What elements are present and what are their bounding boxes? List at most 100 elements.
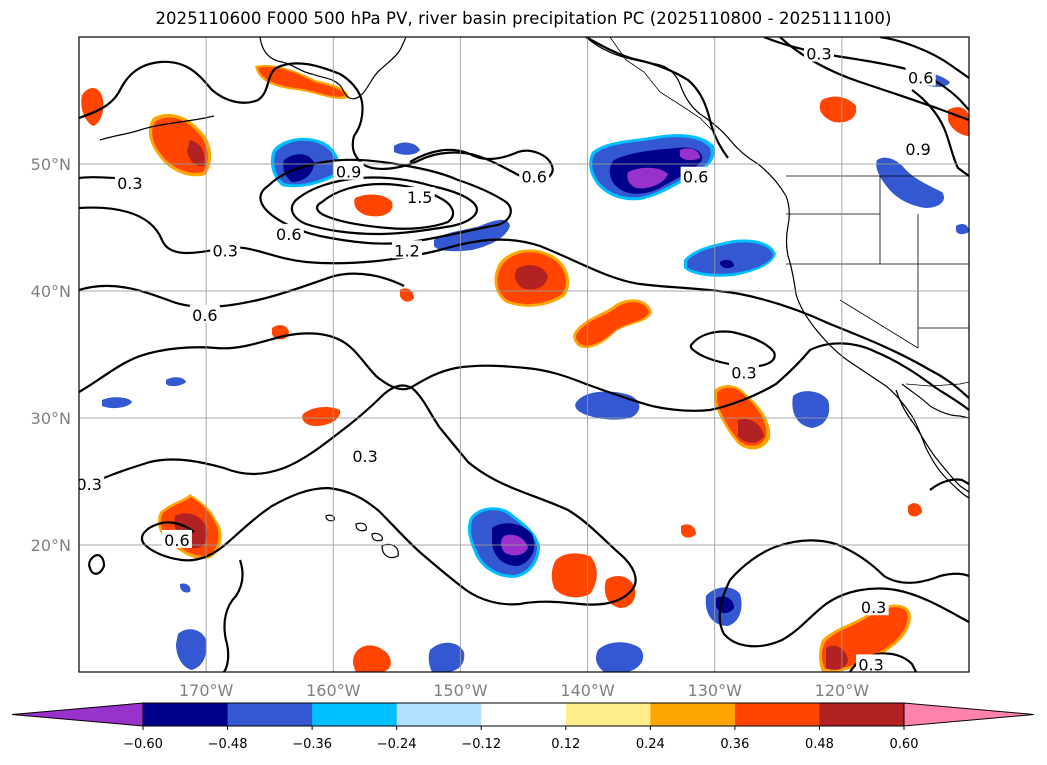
positive-precip-blob <box>604 576 636 608</box>
political-borders <box>609 37 969 387</box>
contour-label: 0.9 <box>336 163 361 182</box>
colorbar-segment <box>650 703 736 726</box>
border-us-states <box>786 176 969 349</box>
negative-precip-blob <box>792 391 830 428</box>
contour-label-bg <box>856 654 887 672</box>
positive-precip-blob <box>714 385 771 450</box>
contour-label: 0.3 <box>806 45 831 64</box>
contour-label: 0.6 <box>276 225 301 244</box>
colorbar-tick-label: −0.24 <box>377 737 417 752</box>
contour-label: 0.6 <box>908 69 933 88</box>
colorbar-segment <box>565 703 651 726</box>
contour-label-bg <box>161 529 192 548</box>
negative-precip-blob <box>428 642 465 672</box>
lon-tick-label: 170°W <box>179 681 234 700</box>
coastline-gulf-of-alaska <box>585 37 787 197</box>
map-title: 2025110600 F000 500 hPa PV, river basin … <box>155 9 892 28</box>
positive-precip-blob <box>819 96 857 123</box>
colorbar-segment <box>481 703 567 726</box>
colorbar-tick-label: −0.36 <box>292 737 332 752</box>
contour-label-bg <box>803 43 834 62</box>
contour-label: 0.3 <box>861 598 886 617</box>
pv-contour-line <box>718 579 969 648</box>
coastlines <box>99 37 969 559</box>
pv-contour-line <box>929 478 969 491</box>
contour-label: 0.3 <box>76 475 101 494</box>
axis-labels: 170°W 160°W 150°W 140°W 130°W 120°W 20°N 30°N 40… <box>31 155 870 700</box>
pv-contour-line <box>763 37 969 111</box>
contour-label-bg <box>350 446 381 465</box>
pv-contour-line <box>79 332 969 412</box>
contour-label-bg <box>273 223 304 242</box>
positive-precip-blob <box>681 524 696 538</box>
lon-tick-label: 140°W <box>560 681 615 700</box>
contour-label-bg <box>905 67 936 86</box>
positive-precip-blob <box>354 194 393 217</box>
contour-label: 0.3 <box>117 174 142 193</box>
contour-label: 0.6 <box>521 168 546 187</box>
pv-contour-line <box>729 539 969 584</box>
coastline-hawaii <box>325 514 335 522</box>
contour-label-bg <box>858 597 889 616</box>
coastline-hawaii <box>371 532 383 542</box>
colorbar-segment <box>227 703 313 726</box>
positive-precip-blob <box>255 64 349 99</box>
positive-precip-blob <box>551 553 597 598</box>
contour-label: 1.2 <box>394 241 419 260</box>
contour-label-bg <box>404 187 435 206</box>
negative-precip-blob <box>876 157 945 208</box>
pv-contour-line <box>689 330 776 368</box>
contour-label-bg <box>210 240 241 259</box>
negative-precip-blob <box>102 397 132 409</box>
contour-label: 0.6 <box>164 531 189 550</box>
positive-precip-blob <box>302 406 341 426</box>
lon-tick-label: 160°W <box>306 681 361 700</box>
contour-label-bg <box>680 166 711 185</box>
colorbar-tick-label: 0.12 <box>551 737 580 752</box>
contour-label-bg <box>728 362 759 381</box>
contour-label: 0.6 <box>192 306 217 325</box>
colorbar-segment <box>734 703 820 726</box>
positive-precip-blob <box>148 113 212 177</box>
coastline-baja <box>895 389 969 493</box>
contour-label: 0.3 <box>352 447 377 466</box>
colorbar-tick-label: 0.36 <box>720 737 749 752</box>
negative-precip-blob <box>467 507 540 578</box>
coastline-west-coast <box>785 195 969 499</box>
pv-contour-line <box>88 554 106 575</box>
pv-contour-line <box>79 206 969 399</box>
contour-label-bg <box>903 138 934 157</box>
contour-label: 0.3 <box>212 241 237 260</box>
positive-precip-blob <box>400 288 414 302</box>
map-plot-area <box>79 37 969 672</box>
colorbar-tick-label: 0.24 <box>636 737 665 752</box>
contour-label-bg <box>333 161 364 180</box>
pv-contour-line <box>879 37 969 79</box>
pv-contour-line <box>79 176 121 180</box>
negative-precip-blob <box>394 142 420 155</box>
lat-tick-label: 20°N <box>31 536 71 555</box>
negative-precip-blob <box>176 629 207 670</box>
colorbar-extend-max <box>903 702 1035 727</box>
border-alaska-canada <box>609 37 715 133</box>
positive-precip-blob <box>353 645 391 672</box>
border-us-mexico <box>905 381 969 387</box>
negative-precip-blob <box>270 137 340 188</box>
pv-contour-line <box>316 182 455 230</box>
coastline-hawaii <box>355 522 367 532</box>
lat-tick-label: 40°N <box>31 282 71 301</box>
colorbar-frame <box>142 702 905 727</box>
positive-precip-blob <box>573 299 652 349</box>
contour-label-bg <box>114 173 145 192</box>
negative-precip-blob <box>596 642 644 672</box>
negative-precip-blob <box>684 239 776 277</box>
gridlines <box>79 37 969 672</box>
colorbar-segment <box>143 703 229 726</box>
colorbar-segment <box>819 703 905 726</box>
pv-contour-line <box>911 89 969 177</box>
pv-contour-line <box>779 37 969 122</box>
colorbar: −0.60 −0.48 −0.36 −0.24 −0.12 0.12 0.24 0.36 0.4… <box>11 702 1035 752</box>
negative-precip-blob <box>575 391 640 420</box>
contour-label: 0.3 <box>731 363 756 382</box>
